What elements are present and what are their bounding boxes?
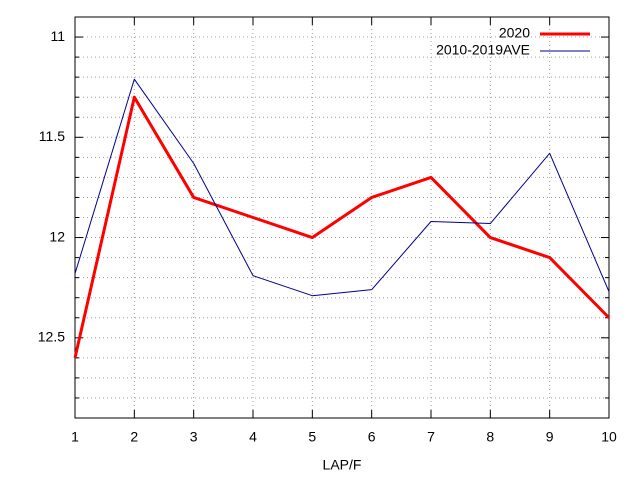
plot-frame bbox=[74, 16, 610, 419]
x-axis-label: LAP/F bbox=[323, 457, 362, 473]
x-tick-label: 9 bbox=[546, 429, 554, 445]
legend-label: 2010-2019AVE bbox=[436, 42, 530, 58]
y-tick-label: 12.5 bbox=[38, 329, 65, 345]
x-tick-label: 8 bbox=[486, 429, 494, 445]
x-tick-label: 1 bbox=[71, 429, 79, 445]
y-tick-label: 12 bbox=[49, 228, 65, 244]
x-tick-label: 4 bbox=[249, 429, 257, 445]
legend-label: 2020 bbox=[499, 25, 530, 41]
x-tick-label: 7 bbox=[427, 429, 435, 445]
x-tick-label: 6 bbox=[368, 429, 376, 445]
y-tick-label: 11.5 bbox=[39, 128, 65, 144]
series-line bbox=[73, 95, 611, 359]
y-tick-label: 11 bbox=[50, 28, 65, 44]
series-line bbox=[74, 78, 610, 297]
x-tick-label: 3 bbox=[190, 429, 198, 445]
x-tick-label: 5 bbox=[308, 429, 316, 445]
x-tick-label: 2 bbox=[130, 429, 138, 445]
x-tick-label: 10 bbox=[601, 429, 617, 445]
